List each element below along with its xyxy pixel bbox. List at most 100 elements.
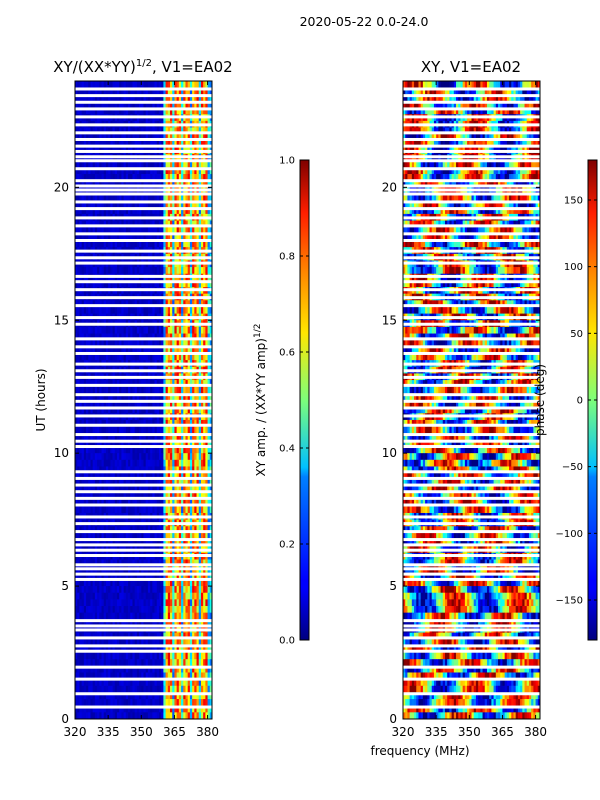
heatmap-cell (185, 493, 189, 501)
heatmap-cell (88, 346, 91, 354)
heatmap-cell (163, 167, 166, 175)
heatmap-cell (136, 592, 140, 600)
heatmap-cell (170, 227, 173, 235)
heatmap-cell (192, 439, 195, 447)
heatmap-cell (130, 400, 133, 408)
heatmap-cell (161, 579, 164, 587)
heatmap-cell (183, 459, 186, 467)
heatmap-cell (75, 592, 78, 600)
heatmap-cell (145, 300, 149, 308)
heatmap-cell (170, 493, 173, 501)
heatmap-cell (105, 346, 109, 354)
heatmap-cell (145, 167, 149, 175)
heatmap-cell (121, 240, 125, 248)
heatmap-cell (105, 426, 109, 434)
heatmap-cell (99, 393, 102, 401)
heatmap-cell (147, 386, 151, 394)
heatmap-cell (99, 333, 102, 341)
heatmap-cell (136, 466, 140, 474)
heatmap-cell (209, 300, 212, 308)
heatmap-cell (207, 393, 211, 401)
heatmap-cell (200, 446, 204, 454)
heatmap-cell (167, 526, 171, 534)
heatmap-cell (86, 606, 89, 614)
heatmap-cell (125, 606, 129, 614)
heatmap-cell (165, 526, 169, 534)
heatmap-cell (154, 599, 158, 607)
heatmap-cell (75, 127, 78, 135)
heatmap-cell (77, 532, 80, 540)
heatmap-cell (152, 333, 155, 341)
heatmap-cell (170, 433, 173, 441)
heatmap-cell (192, 419, 195, 427)
heatmap-cell (178, 306, 182, 315)
heatmap-cell (194, 473, 197, 481)
heatmap-cell (176, 300, 180, 308)
heatmap-cell (205, 220, 208, 228)
heatmap-cell (108, 526, 111, 534)
heatmap-cell (90, 572, 94, 580)
heatmap-cell (121, 233, 125, 241)
heatmap-cell (141, 579, 144, 587)
heatmap-cell (101, 446, 105, 454)
heatmap-cell (209, 606, 212, 614)
heatmap-cell (154, 479, 158, 487)
heatmap-cell (187, 446, 191, 454)
heatmap-cell (209, 193, 212, 202)
heatmap-cell (172, 240, 175, 248)
heatmap-cell (108, 592, 111, 600)
heatmap-cell (183, 453, 186, 461)
heatmap-cell (209, 446, 212, 454)
heatmap-cell (170, 174, 173, 182)
heatmap-cell (75, 167, 78, 175)
heatmap-cell (189, 127, 193, 135)
heatmap-cell (119, 333, 122, 341)
heatmap-cell (81, 200, 85, 208)
heatmap-cell (156, 532, 160, 540)
heatmap-cell (116, 200, 120, 208)
heatmap-cell (90, 506, 94, 514)
heatmap-cell (181, 579, 184, 587)
heatmap-cell (121, 419, 125, 427)
heatmap-cell (103, 592, 107, 600)
heatmap-cell (121, 326, 125, 334)
heatmap-cell (125, 532, 129, 540)
heatmap-cell (125, 160, 129, 168)
heatmap-cell (209, 333, 212, 341)
heatmap-cell (128, 280, 131, 288)
heatmap-cell (92, 81, 96, 89)
heatmap-cell (81, 87, 85, 95)
heatmap-cell (170, 380, 173, 388)
heatmap-cell (185, 81, 189, 89)
heatmap-cell (174, 200, 178, 208)
heatmap-cell (196, 240, 200, 248)
heatmap-cell (165, 466, 169, 474)
heatmap-cell (172, 300, 175, 308)
heatmap-cell (77, 240, 80, 248)
heatmap-cell (192, 453, 195, 461)
heatmap-cell (209, 499, 212, 507)
heatmap-cell (181, 340, 184, 348)
heatmap-cell (128, 240, 131, 248)
heatmap-cell (103, 579, 107, 587)
heatmap-cell (79, 526, 83, 534)
heatmap-cell (209, 326, 212, 334)
heatmap-cell (116, 586, 120, 594)
heatmap-cell (125, 386, 129, 394)
heatmap-cell (163, 433, 166, 441)
heatmap-cell (88, 473, 91, 481)
heatmap-cell (152, 300, 155, 308)
heatmap-cell (92, 280, 96, 288)
heatmap-cell (125, 453, 129, 461)
panel1-title: XY/(XX*YY)1/2, V1=EA02 (53, 58, 232, 76)
heatmap-cell (183, 586, 186, 594)
heatmap-cell (152, 493, 155, 501)
heatmap-cell (92, 459, 96, 467)
heatmap-cell (187, 193, 191, 202)
heatmap-cell (125, 81, 129, 89)
heatmap-cell (167, 167, 171, 175)
heatmap-cell (81, 439, 85, 447)
heatmap-cell (79, 606, 83, 614)
heatmap-cell (194, 346, 197, 354)
heatmap-cell (207, 466, 211, 474)
